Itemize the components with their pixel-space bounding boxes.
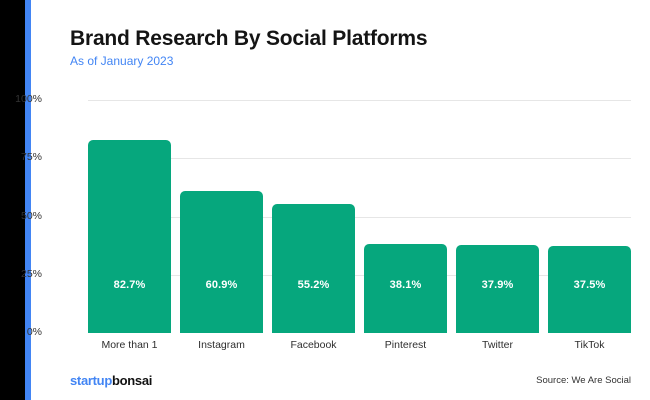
- gridline: [88, 216, 631, 218]
- bar[interactable]: [272, 204, 355, 333]
- gridline: [88, 274, 631, 276]
- bar-column[interactable]: 38.1% Pinterest: [364, 100, 447, 351]
- bar-value-label: 37.9%: [481, 279, 514, 291]
- source-attribution: Source: We Are Social: [536, 375, 631, 386]
- gridline: [88, 333, 631, 334]
- x-axis-category-label: Facebook: [290, 339, 337, 351]
- y-axis-tick-label: 25%: [20, 267, 42, 280]
- bar[interactable]: [548, 245, 631, 333]
- bar[interactable]: [364, 244, 447, 333]
- logo-suffix: bonsai: [111, 373, 153, 388]
- bar-column[interactable]: 55.2% Facebook: [272, 100, 355, 351]
- plot-area: 82.7% More than 1 60.9% Instagram 55.2% Faceb…: [88, 100, 631, 351]
- bar-column[interactable]: 82.7% More than 1: [88, 100, 171, 351]
- left-blue-accent-stripe: [25, 0, 31, 400]
- page-title: Brand Research By Social Platforms: [70, 27, 428, 50]
- bar-column[interactable]: 60.9% Instagram: [180, 100, 263, 351]
- logo-prefix: startup: [70, 373, 112, 388]
- bar-value-label: 82.7%: [113, 279, 146, 291]
- bar-column[interactable]: 37.9% Twitter: [456, 100, 539, 351]
- x-axis-category-label: Instagram: [198, 339, 245, 351]
- chart-header: Brand Research By Social Platforms As of…: [70, 25, 428, 69]
- y-axis-tick-label: 100%: [15, 93, 42, 105]
- y-axis-tick-label: 0%: [26, 326, 42, 338]
- brand-logo[interactable]: startupbonsai: [70, 373, 152, 388]
- bar-value-label: 55.2%: [297, 279, 330, 291]
- bar[interactable]: [456, 244, 539, 333]
- x-axis-category-label: Twitter: [482, 339, 513, 351]
- bar-value-label: 38.1%: [389, 279, 422, 291]
- bar-value-label: 37.5%: [573, 279, 606, 291]
- bar-value-label: 60.9%: [205, 279, 238, 291]
- x-axis-category-label: More than 1: [101, 339, 158, 351]
- gridline: [88, 158, 631, 160]
- bar-column[interactable]: 37.5% TikTok: [548, 100, 631, 351]
- chart-subtitle: As of January 2023: [70, 54, 174, 68]
- x-axis-category-label: TikTok: [574, 339, 605, 351]
- bar-series: 82.7% More than 1 60.9% Instagram 55.2% Faceb…: [88, 100, 631, 351]
- y-axis-tick-label: 75%: [20, 151, 42, 164]
- gridline: [88, 100, 631, 101]
- x-axis-category-label: Pinterest: [384, 339, 427, 351]
- chart-footer: startupbonsai Source: We Are Social: [0, 365, 650, 400]
- y-axis-tick-label: 50%: [20, 209, 42, 222]
- bar[interactable]: [88, 140, 171, 333]
- left-black-band: [0, 0, 25, 400]
- bar[interactable]: [180, 191, 263, 333]
